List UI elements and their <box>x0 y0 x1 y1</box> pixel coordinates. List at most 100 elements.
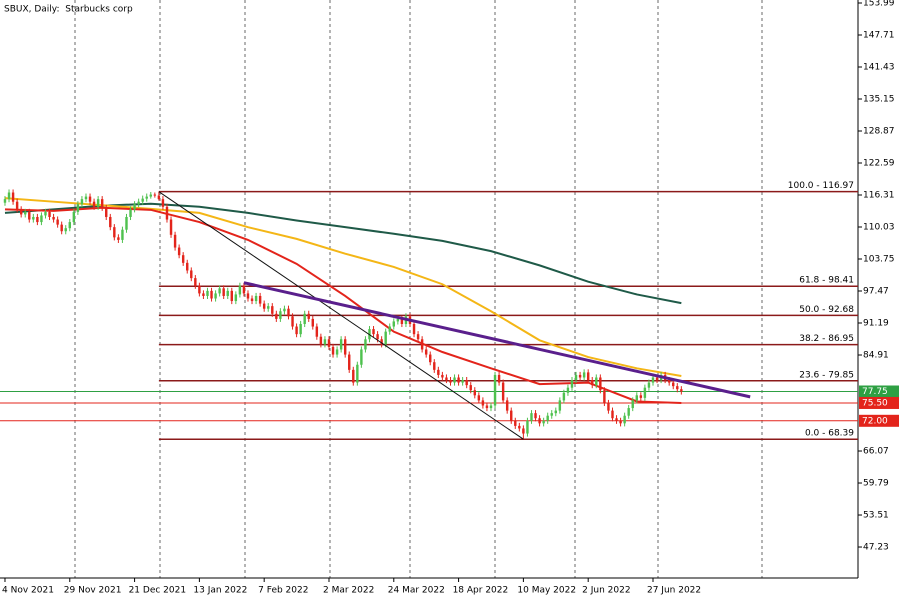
candle-body <box>80 199 84 205</box>
x-tick-label: 18 Apr 2022 <box>453 586 509 596</box>
candle-body <box>250 298 254 302</box>
candle-body <box>242 285 246 294</box>
candle-body <box>222 288 225 296</box>
price-tag <box>859 414 899 427</box>
candle-body <box>501 382 505 401</box>
candle-body <box>586 372 590 381</box>
candle-body <box>635 395 639 401</box>
candle-body <box>615 418 618 421</box>
candle-body <box>258 295 262 304</box>
candle-body <box>287 308 290 317</box>
candle-body <box>36 216 39 223</box>
candle-body <box>246 293 250 299</box>
y-tick-label: 141.43 <box>863 63 895 73</box>
x-tick-label: 2 Jun 2022 <box>582 586 630 596</box>
candle-body <box>376 334 379 340</box>
candle-body <box>348 354 351 370</box>
candle-body <box>230 290 233 302</box>
candle-body <box>619 420 622 424</box>
candle-body <box>149 194 152 197</box>
candle-body <box>611 410 614 419</box>
price-tag-label: 77.75 <box>862 387 888 397</box>
candle-body <box>40 215 43 223</box>
candle-body <box>465 380 468 386</box>
candle-body <box>453 377 456 383</box>
candle-body <box>526 420 529 434</box>
candle-body <box>165 206 169 220</box>
price-tag <box>859 396 899 409</box>
candle-body <box>639 395 643 398</box>
candle-body <box>510 410 513 421</box>
candle-body <box>44 211 47 216</box>
candle-body <box>214 293 217 299</box>
candle-body <box>514 420 517 426</box>
candle-body <box>275 313 278 319</box>
candle-body <box>271 306 274 314</box>
candle-body <box>655 377 659 381</box>
candle-body <box>331 346 335 355</box>
candle-body <box>449 380 452 383</box>
candle-body <box>161 199 165 207</box>
candle-body <box>234 294 238 302</box>
candle-body <box>194 278 197 286</box>
candle-body <box>157 195 161 200</box>
candle-body <box>591 380 594 386</box>
candle-body <box>457 377 460 383</box>
candle-body <box>84 196 88 200</box>
candle-body <box>24 211 27 215</box>
candle-body <box>416 334 420 340</box>
candle-body <box>396 318 400 322</box>
candle-body <box>339 339 343 350</box>
fib-label: 0.0 - 68.39 <box>805 429 854 439</box>
candle-body <box>15 201 19 210</box>
candle-body <box>11 192 15 202</box>
candle-body <box>392 321 395 327</box>
y-tick-label: 103.75 <box>863 255 895 265</box>
candle-body <box>412 323 416 335</box>
candle-body <box>574 374 578 381</box>
candle-body <box>315 326 319 337</box>
candle-body <box>424 349 428 355</box>
fib-label: 100.0 - 116.97 <box>788 181 854 191</box>
candle-body <box>68 222 71 229</box>
candle-body <box>121 229 124 240</box>
candle-body <box>254 295 258 302</box>
x-tick-label: 7 Feb 2022 <box>258 586 308 596</box>
candle-body <box>173 234 177 248</box>
candle-body <box>218 288 221 294</box>
candle-body <box>595 377 598 386</box>
candle-body <box>262 303 266 309</box>
candle-body <box>105 207 108 217</box>
candle-body <box>64 228 67 232</box>
candle-body <box>676 386 679 390</box>
trend-line <box>243 281 751 399</box>
candle-body <box>530 413 533 421</box>
candle-body <box>141 198 144 202</box>
candle-body <box>546 415 549 421</box>
candle-body <box>485 405 489 409</box>
candle-body <box>186 262 189 271</box>
candle-body <box>19 209 23 215</box>
candle-body <box>100 199 104 208</box>
candle-body <box>550 413 553 416</box>
candle-body <box>680 389 683 392</box>
price-tag-label: 75.50 <box>862 398 888 408</box>
candle-body <box>570 380 574 388</box>
candle-body <box>461 380 464 383</box>
candle-body <box>647 382 651 388</box>
candle-body <box>181 255 185 263</box>
y-tick-label: 47.23 <box>863 543 889 553</box>
candle-body <box>554 410 558 414</box>
candle-body <box>327 339 331 347</box>
candle-body <box>226 290 229 296</box>
candle-body <box>651 377 655 383</box>
candle-body <box>481 400 485 406</box>
candle-body <box>56 219 59 225</box>
candle-body <box>445 377 448 381</box>
candle-body <box>48 211 51 217</box>
candle-body <box>364 339 367 350</box>
candle-body <box>489 405 493 409</box>
moving-average <box>4 197 682 377</box>
candle-body <box>667 380 671 383</box>
